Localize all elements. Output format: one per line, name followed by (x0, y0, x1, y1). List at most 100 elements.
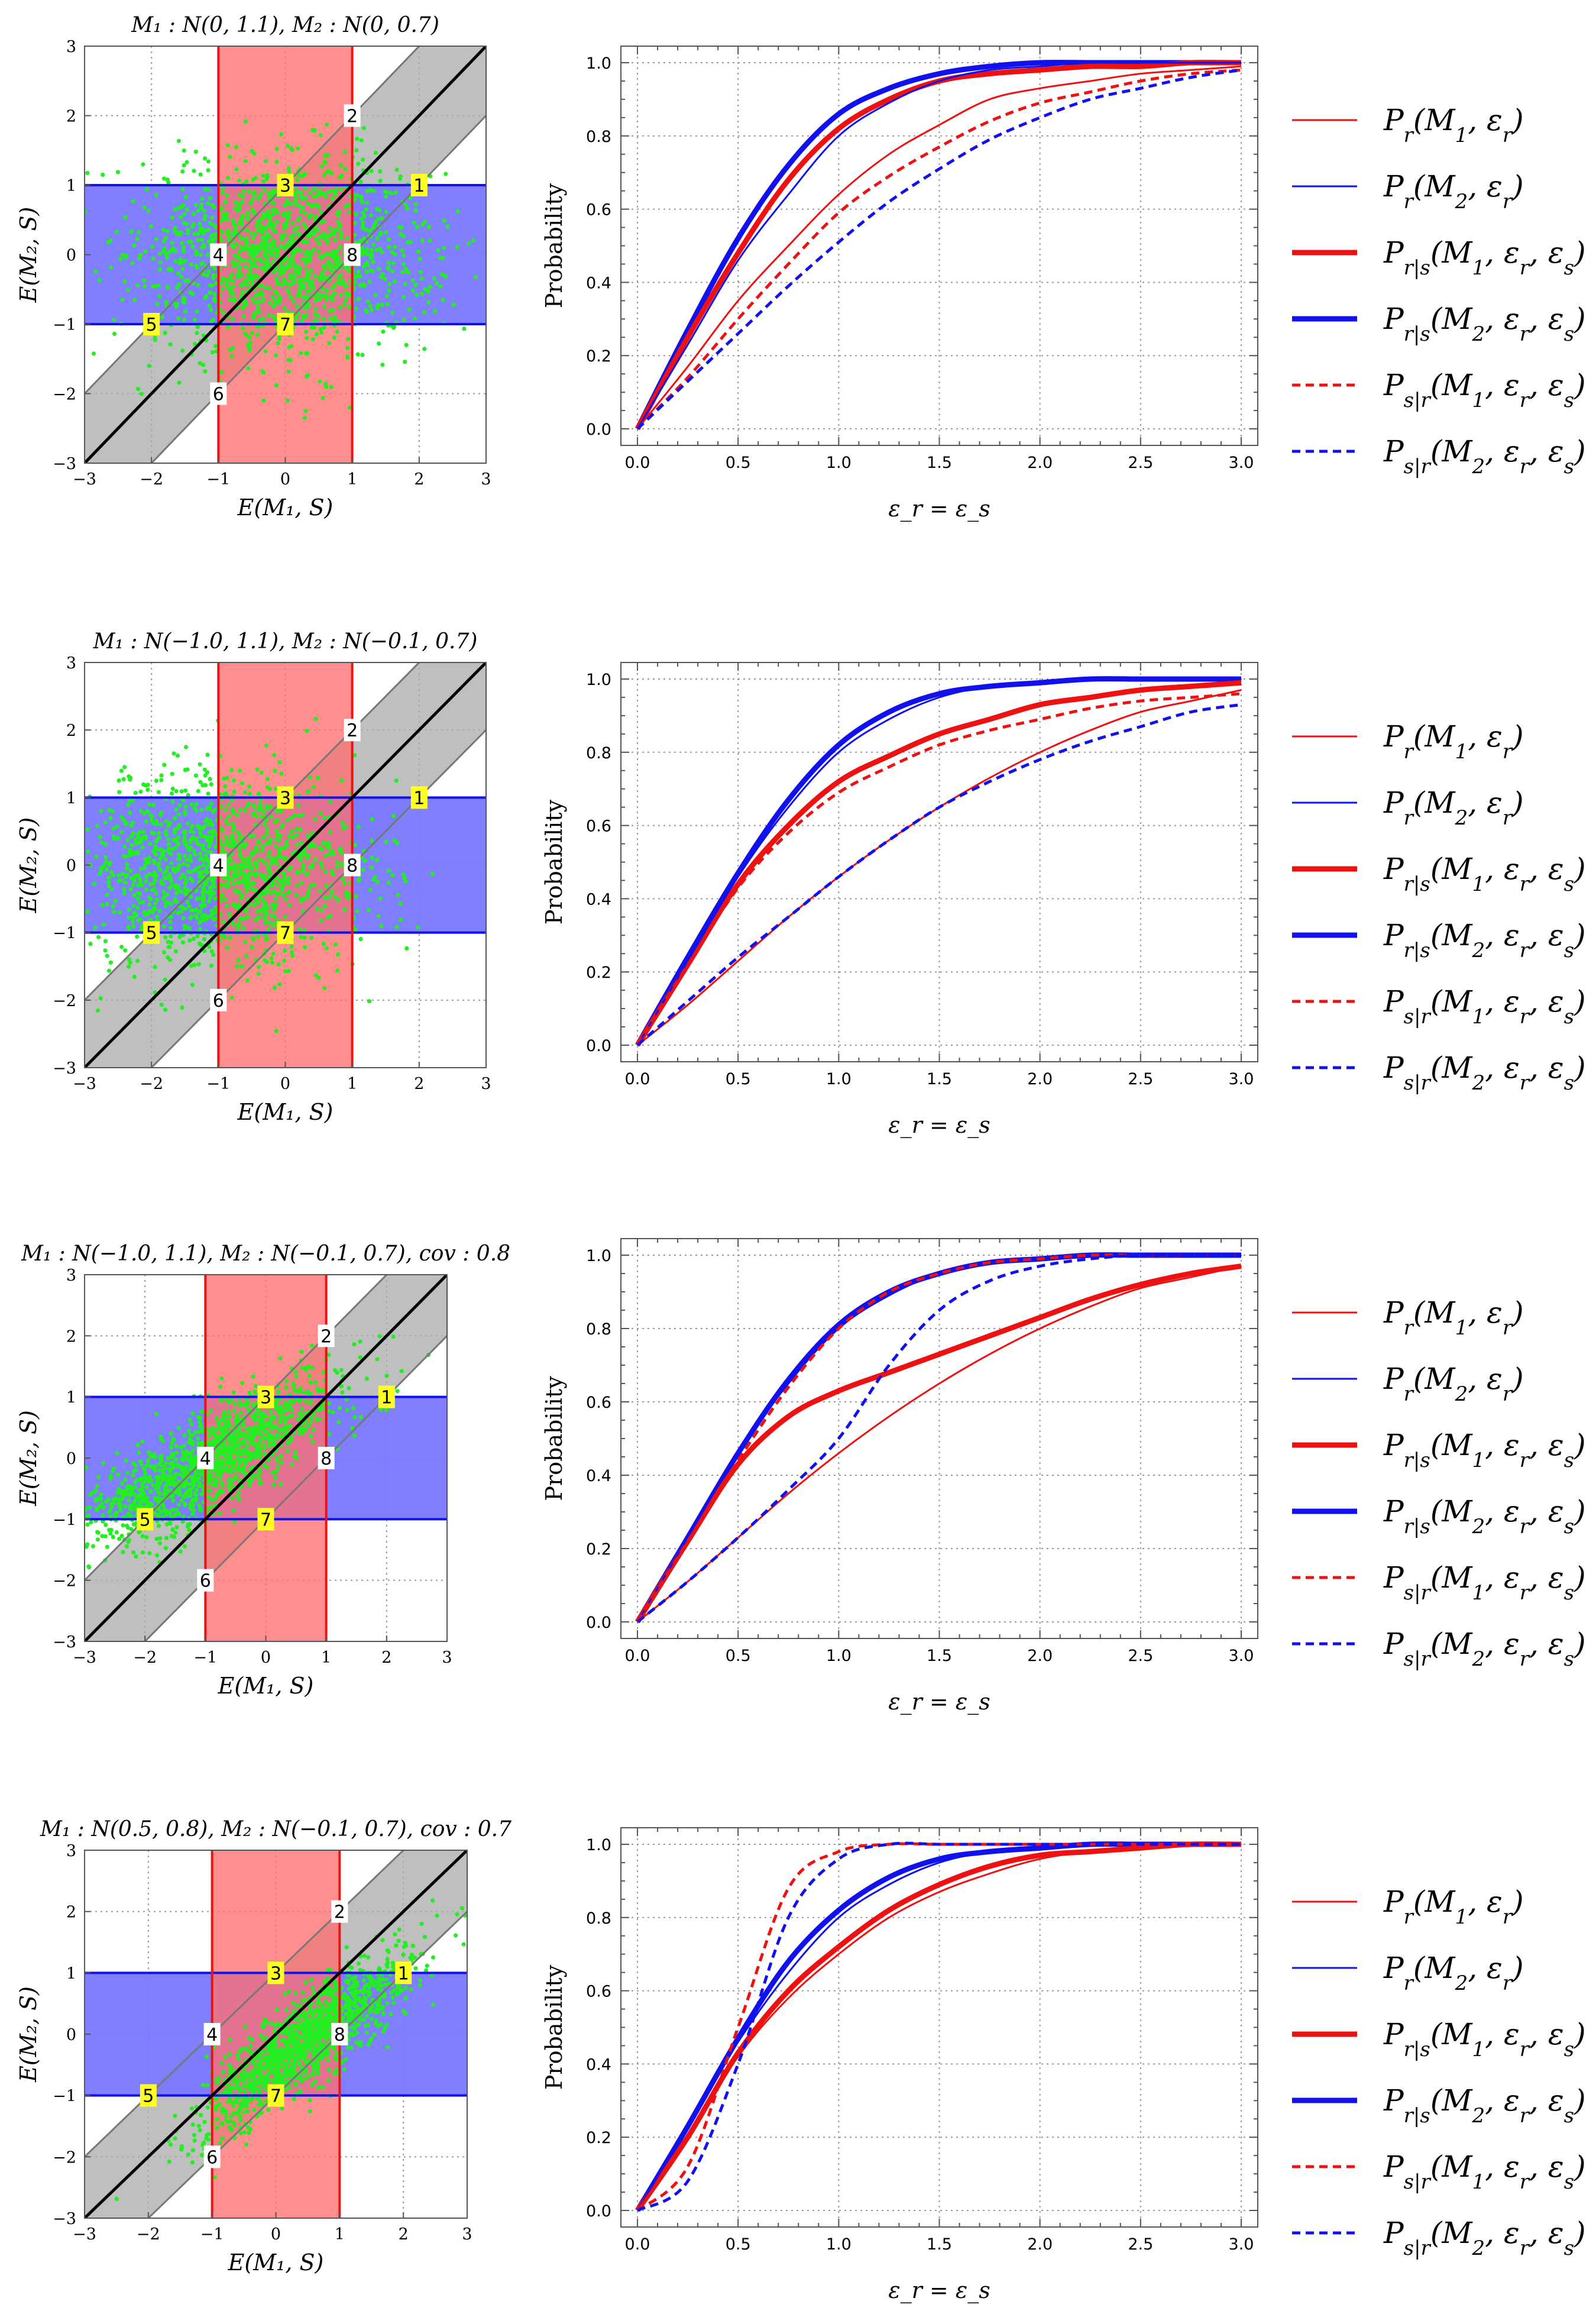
scatter-point (122, 887, 127, 892)
scatter-point (403, 360, 407, 364)
scatter-point (112, 910, 116, 914)
scatter-point (224, 897, 228, 902)
scatter-point (272, 223, 277, 228)
scatter-point (316, 248, 321, 253)
scatter-point (341, 877, 345, 881)
scatter-point (251, 833, 256, 838)
scatter-point (131, 903, 136, 909)
scatter-point (206, 168, 211, 173)
scatter-point (359, 198, 364, 203)
scatter-point (395, 1389, 400, 1394)
scatter-point (120, 253, 125, 257)
scatter-point (150, 910, 155, 914)
scatter-point (284, 266, 289, 271)
scatter-point (146, 209, 151, 214)
scatter-point (227, 2052, 232, 2057)
scatter-point (291, 1382, 296, 1386)
scatter-point (184, 195, 189, 199)
scatter-point (250, 867, 255, 871)
scatter-point (191, 212, 196, 216)
scatter-point (247, 335, 252, 340)
scatter-point (299, 1411, 303, 1416)
scatter-point (336, 280, 341, 285)
scatter-point (108, 1531, 113, 1536)
scatter-point (344, 290, 349, 295)
scatter-point (259, 770, 264, 775)
x-tick-label: 2.0 (1027, 1647, 1053, 1665)
y-tick-label: 0.6 (586, 201, 611, 219)
scatter-point (133, 838, 138, 842)
scatter-point (217, 1426, 222, 1431)
scatter-point (182, 317, 186, 322)
scatter-point (209, 801, 213, 806)
scatter-point (260, 216, 265, 221)
scatter-point (190, 244, 195, 249)
scatter-point (128, 1484, 133, 1489)
scatter-point (274, 837, 279, 842)
scatter-point (160, 1439, 165, 1443)
scatter-point (263, 920, 268, 925)
x-tick-label: −2 (133, 1649, 157, 1667)
scatter-point (166, 180, 171, 185)
scatter-point (323, 195, 328, 199)
scatter-point (299, 1406, 305, 1411)
scatter-point (228, 1461, 233, 1466)
scatter-point (123, 1478, 128, 1482)
scatter-point (273, 1423, 277, 1428)
scatter-point (148, 917, 153, 922)
scatter-point (151, 284, 156, 289)
scatter-point (169, 1431, 173, 1436)
scatter-point (299, 248, 303, 253)
scatter-point (202, 883, 207, 887)
scatter-point (214, 1415, 219, 1421)
y-axis-label: Probability (541, 1376, 567, 1501)
scatter-point (93, 269, 98, 274)
scatter-point (111, 826, 116, 831)
scatter-point (226, 865, 232, 870)
y-tick-label: 0.8 (586, 128, 611, 146)
scatter-point (156, 790, 161, 794)
scatter-point (218, 1444, 223, 1449)
scatter-point (244, 179, 249, 184)
scatter-point (314, 237, 319, 241)
scatter-point (283, 969, 288, 974)
scatter-point (223, 199, 228, 205)
scatter-point (241, 871, 245, 875)
scatter-point (169, 879, 174, 884)
scatter-point (294, 842, 299, 847)
scatter-point (365, 247, 370, 251)
scatter-point (167, 846, 172, 851)
scatter-point (91, 1544, 96, 1549)
scatter-point (386, 265, 391, 270)
scatter-point (243, 119, 248, 124)
scatter-point (182, 854, 187, 858)
scatter-point (207, 830, 212, 835)
scatter-point (121, 777, 126, 781)
scatter-point (281, 266, 286, 270)
scatter-point (173, 816, 177, 820)
scatter-point (268, 218, 273, 222)
scatter-point (177, 852, 182, 857)
x-tick-label: 1.5 (927, 1070, 952, 1088)
scatter-point (344, 266, 349, 271)
scatter-point (261, 398, 266, 403)
scatter-point (309, 251, 314, 256)
scatter-point (401, 262, 406, 267)
scatter-point (268, 1433, 273, 1438)
scatter-point (119, 830, 124, 835)
scatter-point (260, 235, 265, 240)
scatter-point (148, 897, 153, 901)
scatter-point (429, 1973, 434, 1978)
scatter-point (294, 893, 299, 898)
x-tick-label: 2.5 (1128, 1070, 1153, 1088)
scatter-point (297, 282, 302, 286)
y-tick-label: −2 (53, 992, 76, 1010)
scatter-point (187, 926, 192, 930)
y-tick-label: 0.0 (586, 1614, 611, 1632)
scatter-point (238, 867, 243, 871)
scatter-point (158, 822, 163, 827)
scatter-point (244, 954, 249, 958)
scatter-point (141, 162, 145, 167)
scatter-point (451, 302, 456, 307)
scatter-point (182, 1544, 187, 1549)
